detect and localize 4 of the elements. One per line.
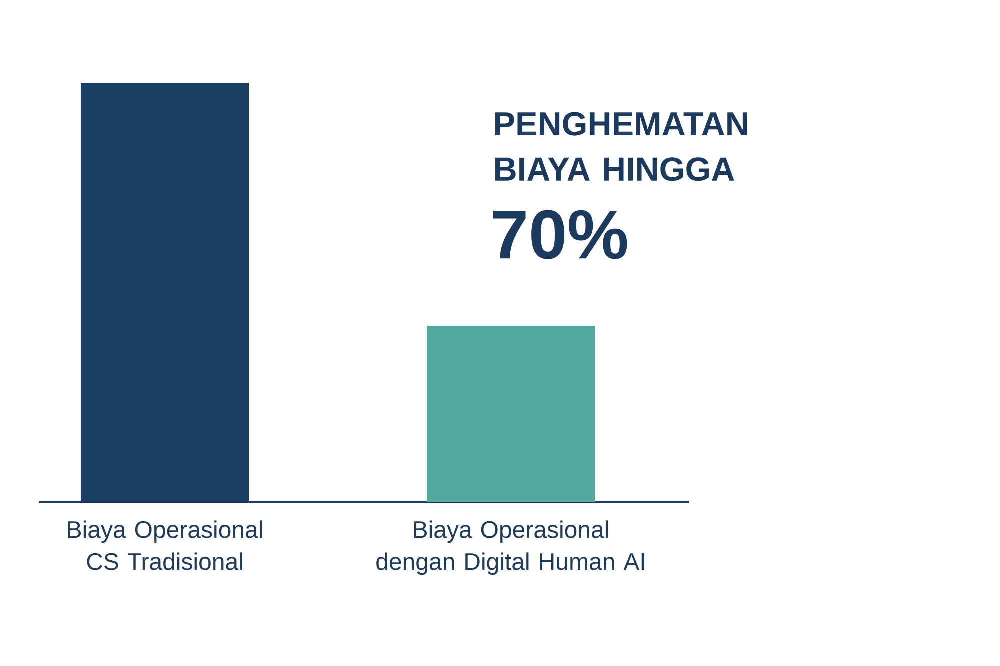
x-tick-label: Biaya Operasional CS Tradisional bbox=[68, 520, 262, 570]
x-tick-label: Biaya Operasional dengan Digital Human AI bbox=[376, 520, 644, 576]
annotation: 70% bbox=[493, 210, 628, 260]
annotation: PENGHEMATAN BIAYA HINGGA bbox=[496, 112, 748, 182]
